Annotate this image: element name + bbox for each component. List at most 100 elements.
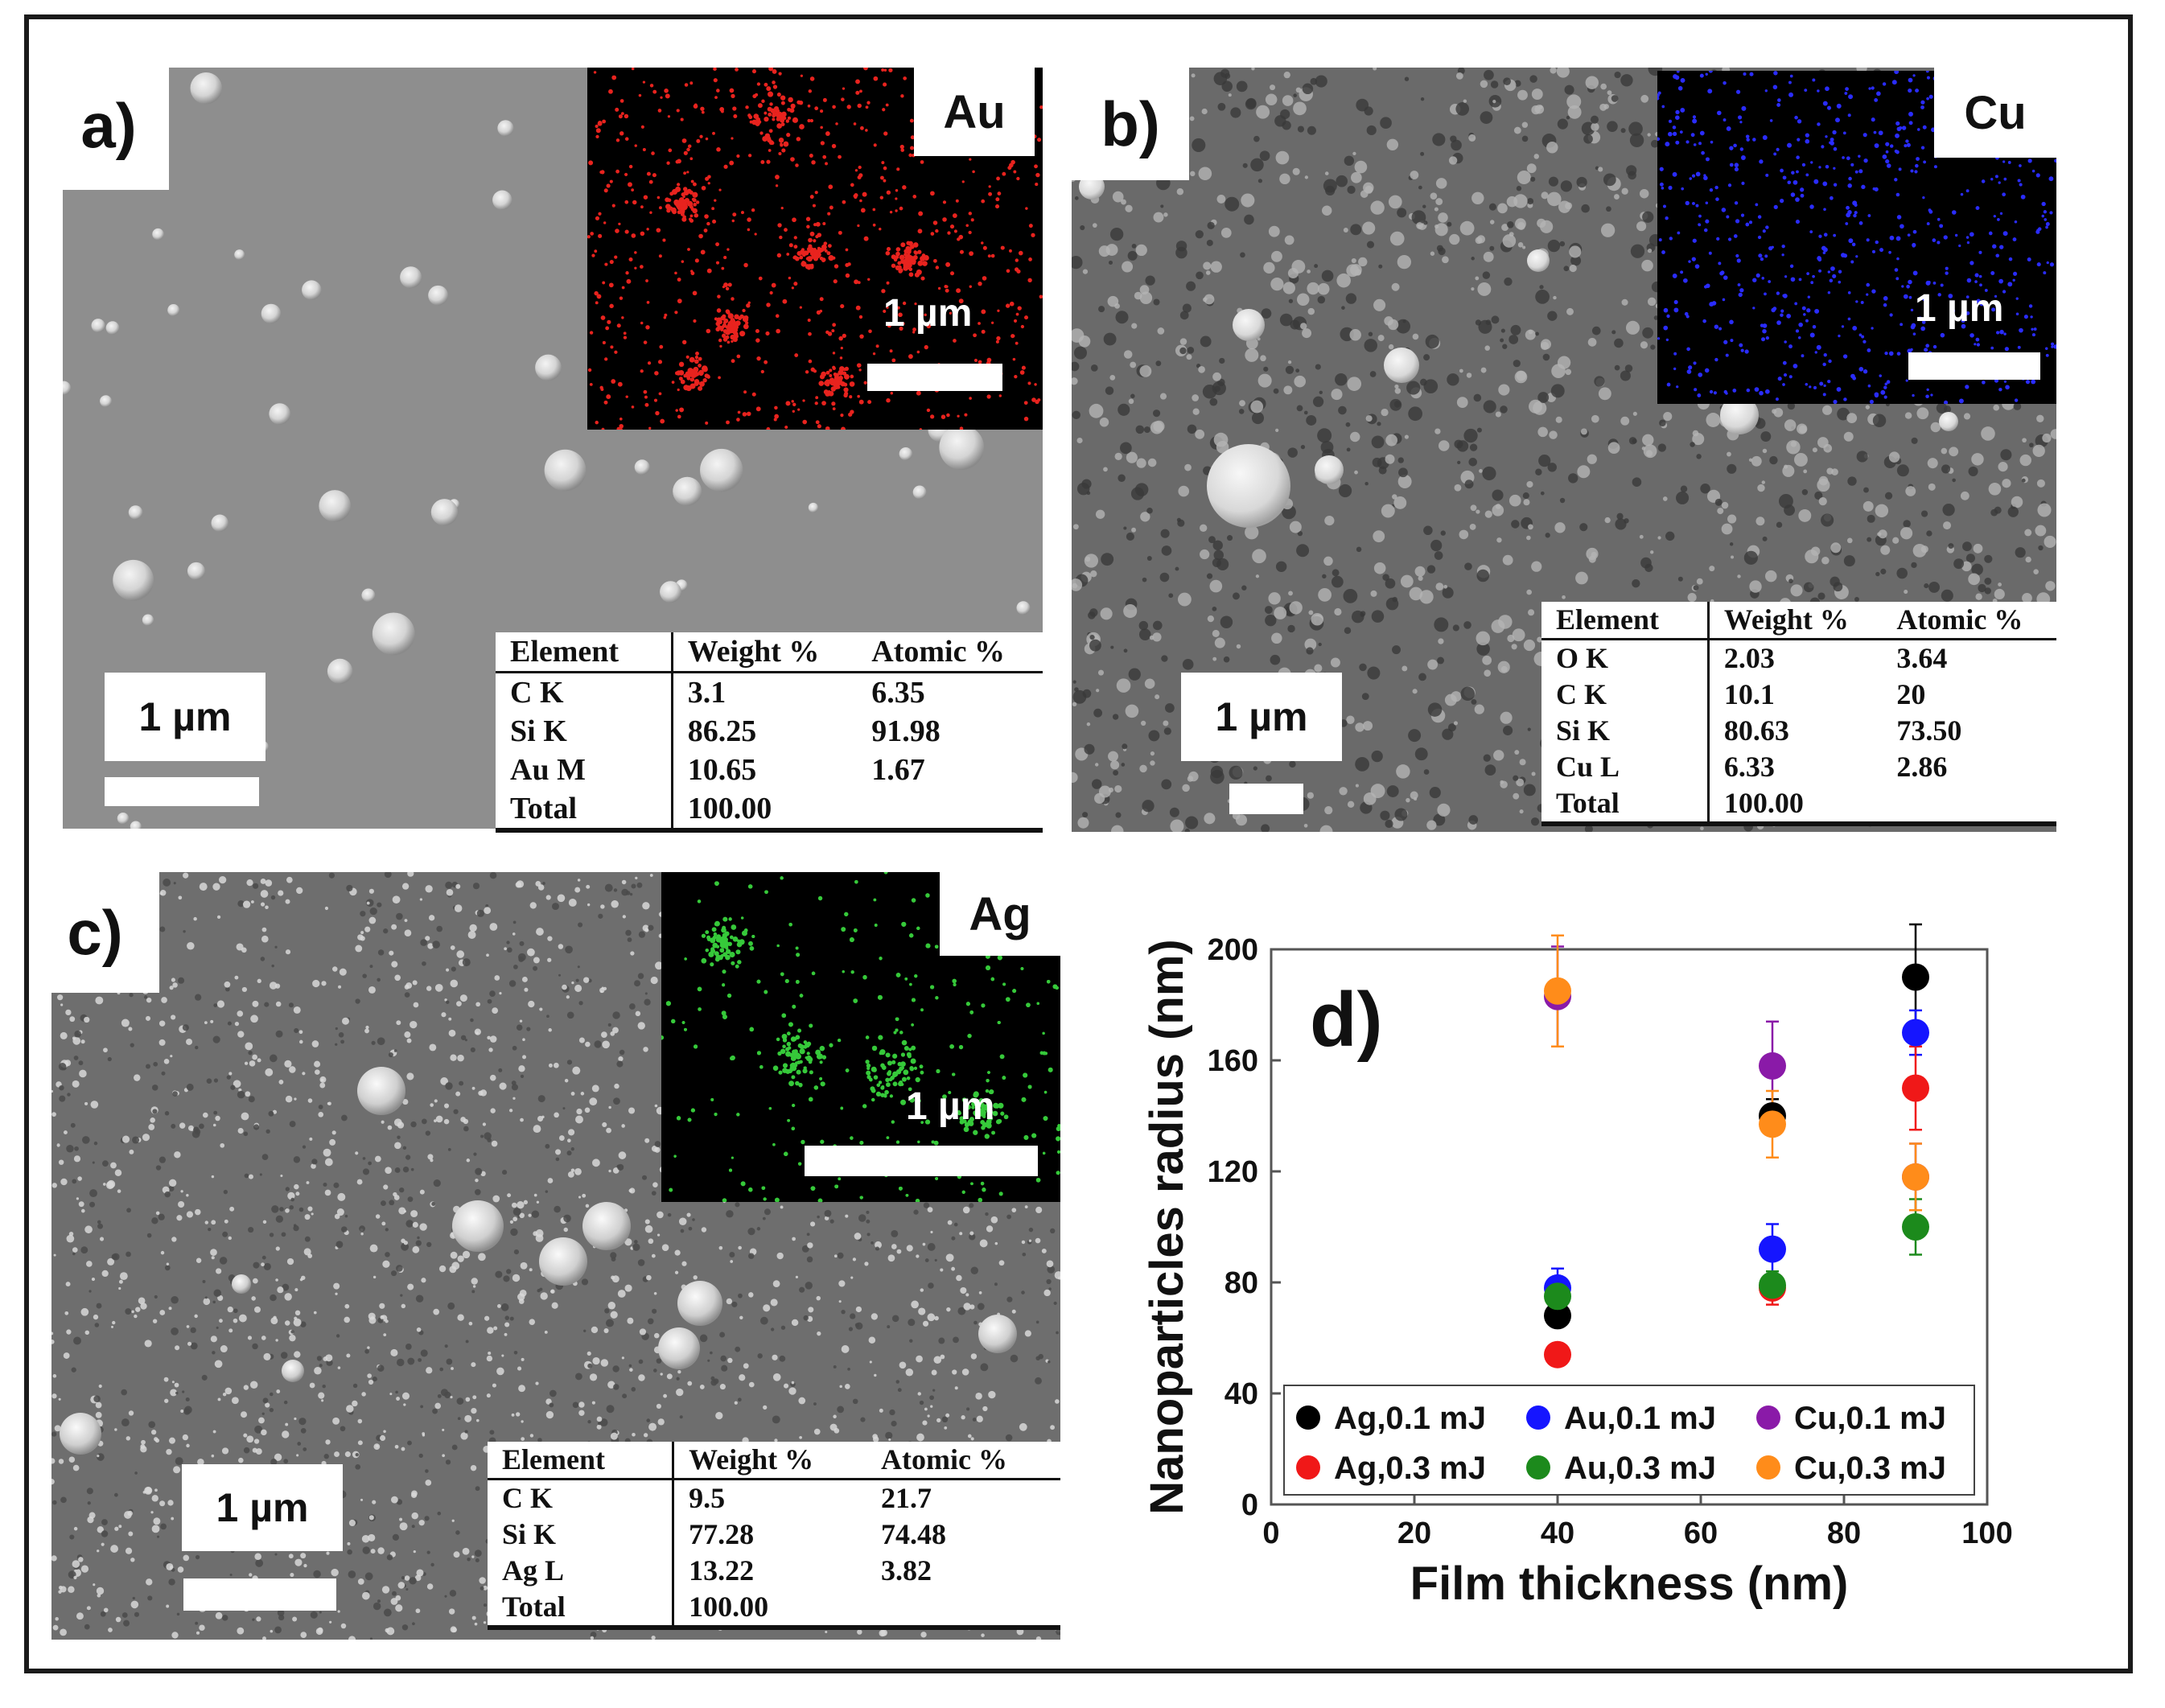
y-tick-label: 120 xyxy=(1208,1155,1258,1189)
table-header: Weight % xyxy=(1708,602,1883,640)
table-header: Atomic % xyxy=(1882,602,2056,640)
table-cell: Si K xyxy=(496,712,673,751)
plot-frame xyxy=(1270,948,1989,1506)
edx-dots-cu xyxy=(1657,71,2056,404)
scatter-chart: 0 20 40 60 80 100 0 40 80 120 160 200 d) Film thick… xyxy=(1141,923,2013,1610)
panel-label-a: a) xyxy=(48,61,169,190)
legend-marker xyxy=(1296,1455,1320,1480)
table-row: Total 100.00 xyxy=(496,789,1043,833)
legend-label: Ag,0.3 mJ xyxy=(1334,1451,1486,1486)
data-point xyxy=(1759,1110,1786,1138)
table-header-row: Element Weight % Atomic % xyxy=(488,1442,1060,1480)
scale-bar-b xyxy=(1229,784,1303,814)
scatter-chart-panel: 0 20 40 60 80 100 0 40 80 120 160 200 d) Film thick… xyxy=(1102,877,2076,1625)
table-row: Cu L 6.33 2.86 xyxy=(1541,749,2056,785)
x-tick-label: 0 xyxy=(1262,1517,1279,1550)
y-tick-label: 80 xyxy=(1225,1266,1258,1300)
data-point xyxy=(1759,1271,1786,1299)
edx-element-label-cu: Cu xyxy=(1934,68,2056,158)
table-cell: Total xyxy=(1541,785,1710,826)
table-cell: 6.35 xyxy=(871,676,925,710)
panel-label-d: d) xyxy=(1310,977,1383,1063)
table-cell: 3.64 xyxy=(1896,642,1948,674)
table-cell: 2.03 xyxy=(1723,642,1775,674)
table-cell: 10.1 xyxy=(1723,678,1775,710)
table-row: C K 9.5 21.7 xyxy=(488,1479,1060,1517)
table-cell: 9.5 xyxy=(689,1482,726,1514)
table-cell: Au M xyxy=(496,751,673,789)
table-header: Element xyxy=(496,632,673,673)
data-point xyxy=(1902,963,1929,991)
data-point xyxy=(1759,1052,1786,1080)
legend-marker xyxy=(1526,1405,1550,1430)
scale-bar-a xyxy=(105,777,259,806)
x-axis-label: Film thickness (nm) xyxy=(1410,1558,1849,1610)
table-cell: 80.63 xyxy=(1723,714,1789,747)
panel-label-c: c) xyxy=(31,872,159,993)
data-point xyxy=(1544,1340,1571,1368)
table-cell: O K xyxy=(1541,639,1710,677)
x-tick-label: 60 xyxy=(1684,1517,1718,1550)
scale-label-a: 1 µm xyxy=(105,673,265,761)
table-cell: 3.82 xyxy=(881,1554,932,1587)
table-cell: 6.33 xyxy=(1723,751,1775,783)
table-header: Element xyxy=(488,1442,675,1480)
data-point xyxy=(1544,1282,1571,1311)
table-cell: 77.28 xyxy=(689,1518,755,1550)
table-header: Element xyxy=(1541,602,1710,640)
x-tick-label: 80 xyxy=(1827,1517,1861,1550)
table-header: Atomic % xyxy=(866,1442,1060,1480)
scale-label-b: 1 µm xyxy=(1181,673,1342,761)
table-cell: 100.00 xyxy=(673,1589,866,1630)
y-tick-label: 200 xyxy=(1208,933,1258,967)
table-cell xyxy=(857,789,1043,833)
table-cell: 91.98 xyxy=(871,714,940,748)
table-cell: 10.65 xyxy=(687,753,757,787)
table-cell: 86.25 xyxy=(687,714,757,748)
table-row: Si K 77.28 74.48 xyxy=(488,1517,1060,1553)
data-point xyxy=(1759,1235,1786,1263)
table-cell: C K xyxy=(1541,677,1710,713)
data-point xyxy=(1902,1213,1929,1241)
data-point xyxy=(1902,1074,1929,1102)
table-header: Weight % xyxy=(673,1442,866,1480)
table-cell: 1.67 xyxy=(871,753,925,787)
edx-element-label-ag: Ag xyxy=(940,872,1060,956)
inset-scale-bar-a xyxy=(867,364,1002,391)
table-cell xyxy=(866,1589,1060,1630)
table-row: Total 100.00 xyxy=(1541,785,2056,826)
data-point xyxy=(1902,1019,1929,1047)
table-row: C K 3.1 6.35 xyxy=(496,672,1043,712)
legend-box xyxy=(1283,1385,1975,1496)
edx-dots-au xyxy=(587,68,1043,430)
panel-label-b: b) xyxy=(1072,68,1189,180)
data-point xyxy=(1902,1163,1929,1191)
table-header: Weight % xyxy=(672,632,858,673)
table-row: Total 100.00 xyxy=(488,1589,1060,1630)
y-axis-label: Nanoparticles radius (nm) xyxy=(1141,939,1193,1514)
x-tick-label: 40 xyxy=(1541,1517,1574,1550)
table-header-row: Element Weight % Atomic % xyxy=(496,632,1043,673)
edx-dots-ag xyxy=(661,872,1060,1202)
table-cell: 20 xyxy=(1896,678,1926,710)
table-cell: 74.48 xyxy=(881,1518,946,1550)
table-cell: Cu L xyxy=(1541,749,1710,785)
table-cell: Si K xyxy=(488,1517,675,1553)
composition-table-c: Element Weight % Atomic % C K 9.5 21.7 Si … xyxy=(488,1442,1060,1630)
table-header-row: Element Weight % Atomic % xyxy=(1541,602,2056,640)
legend-label: Au,0.1 mJ xyxy=(1564,1401,1716,1436)
inset-scale-text-c: 1 µm xyxy=(906,1085,995,1128)
data-point xyxy=(1544,977,1571,1005)
table-row: C K 10.1 20 xyxy=(1541,677,2056,713)
inset-scale-text-b: 1 µm xyxy=(1915,287,2004,330)
composition-table-b: Element Weight % Atomic % O K 2.03 3.64 C … xyxy=(1541,602,2056,826)
table-cell: 100.00 xyxy=(1708,785,1883,826)
table-header: Atomic % xyxy=(857,632,1043,673)
y-tick-label: 40 xyxy=(1225,1377,1258,1411)
x-tick-label: 100 xyxy=(1961,1517,2012,1550)
y-tick-label: 0 xyxy=(1241,1488,1258,1522)
legend-marker xyxy=(1756,1405,1780,1430)
table-cell: 13.22 xyxy=(689,1554,755,1587)
table-cell: 100.00 xyxy=(672,789,858,833)
legend-marker xyxy=(1526,1455,1550,1480)
